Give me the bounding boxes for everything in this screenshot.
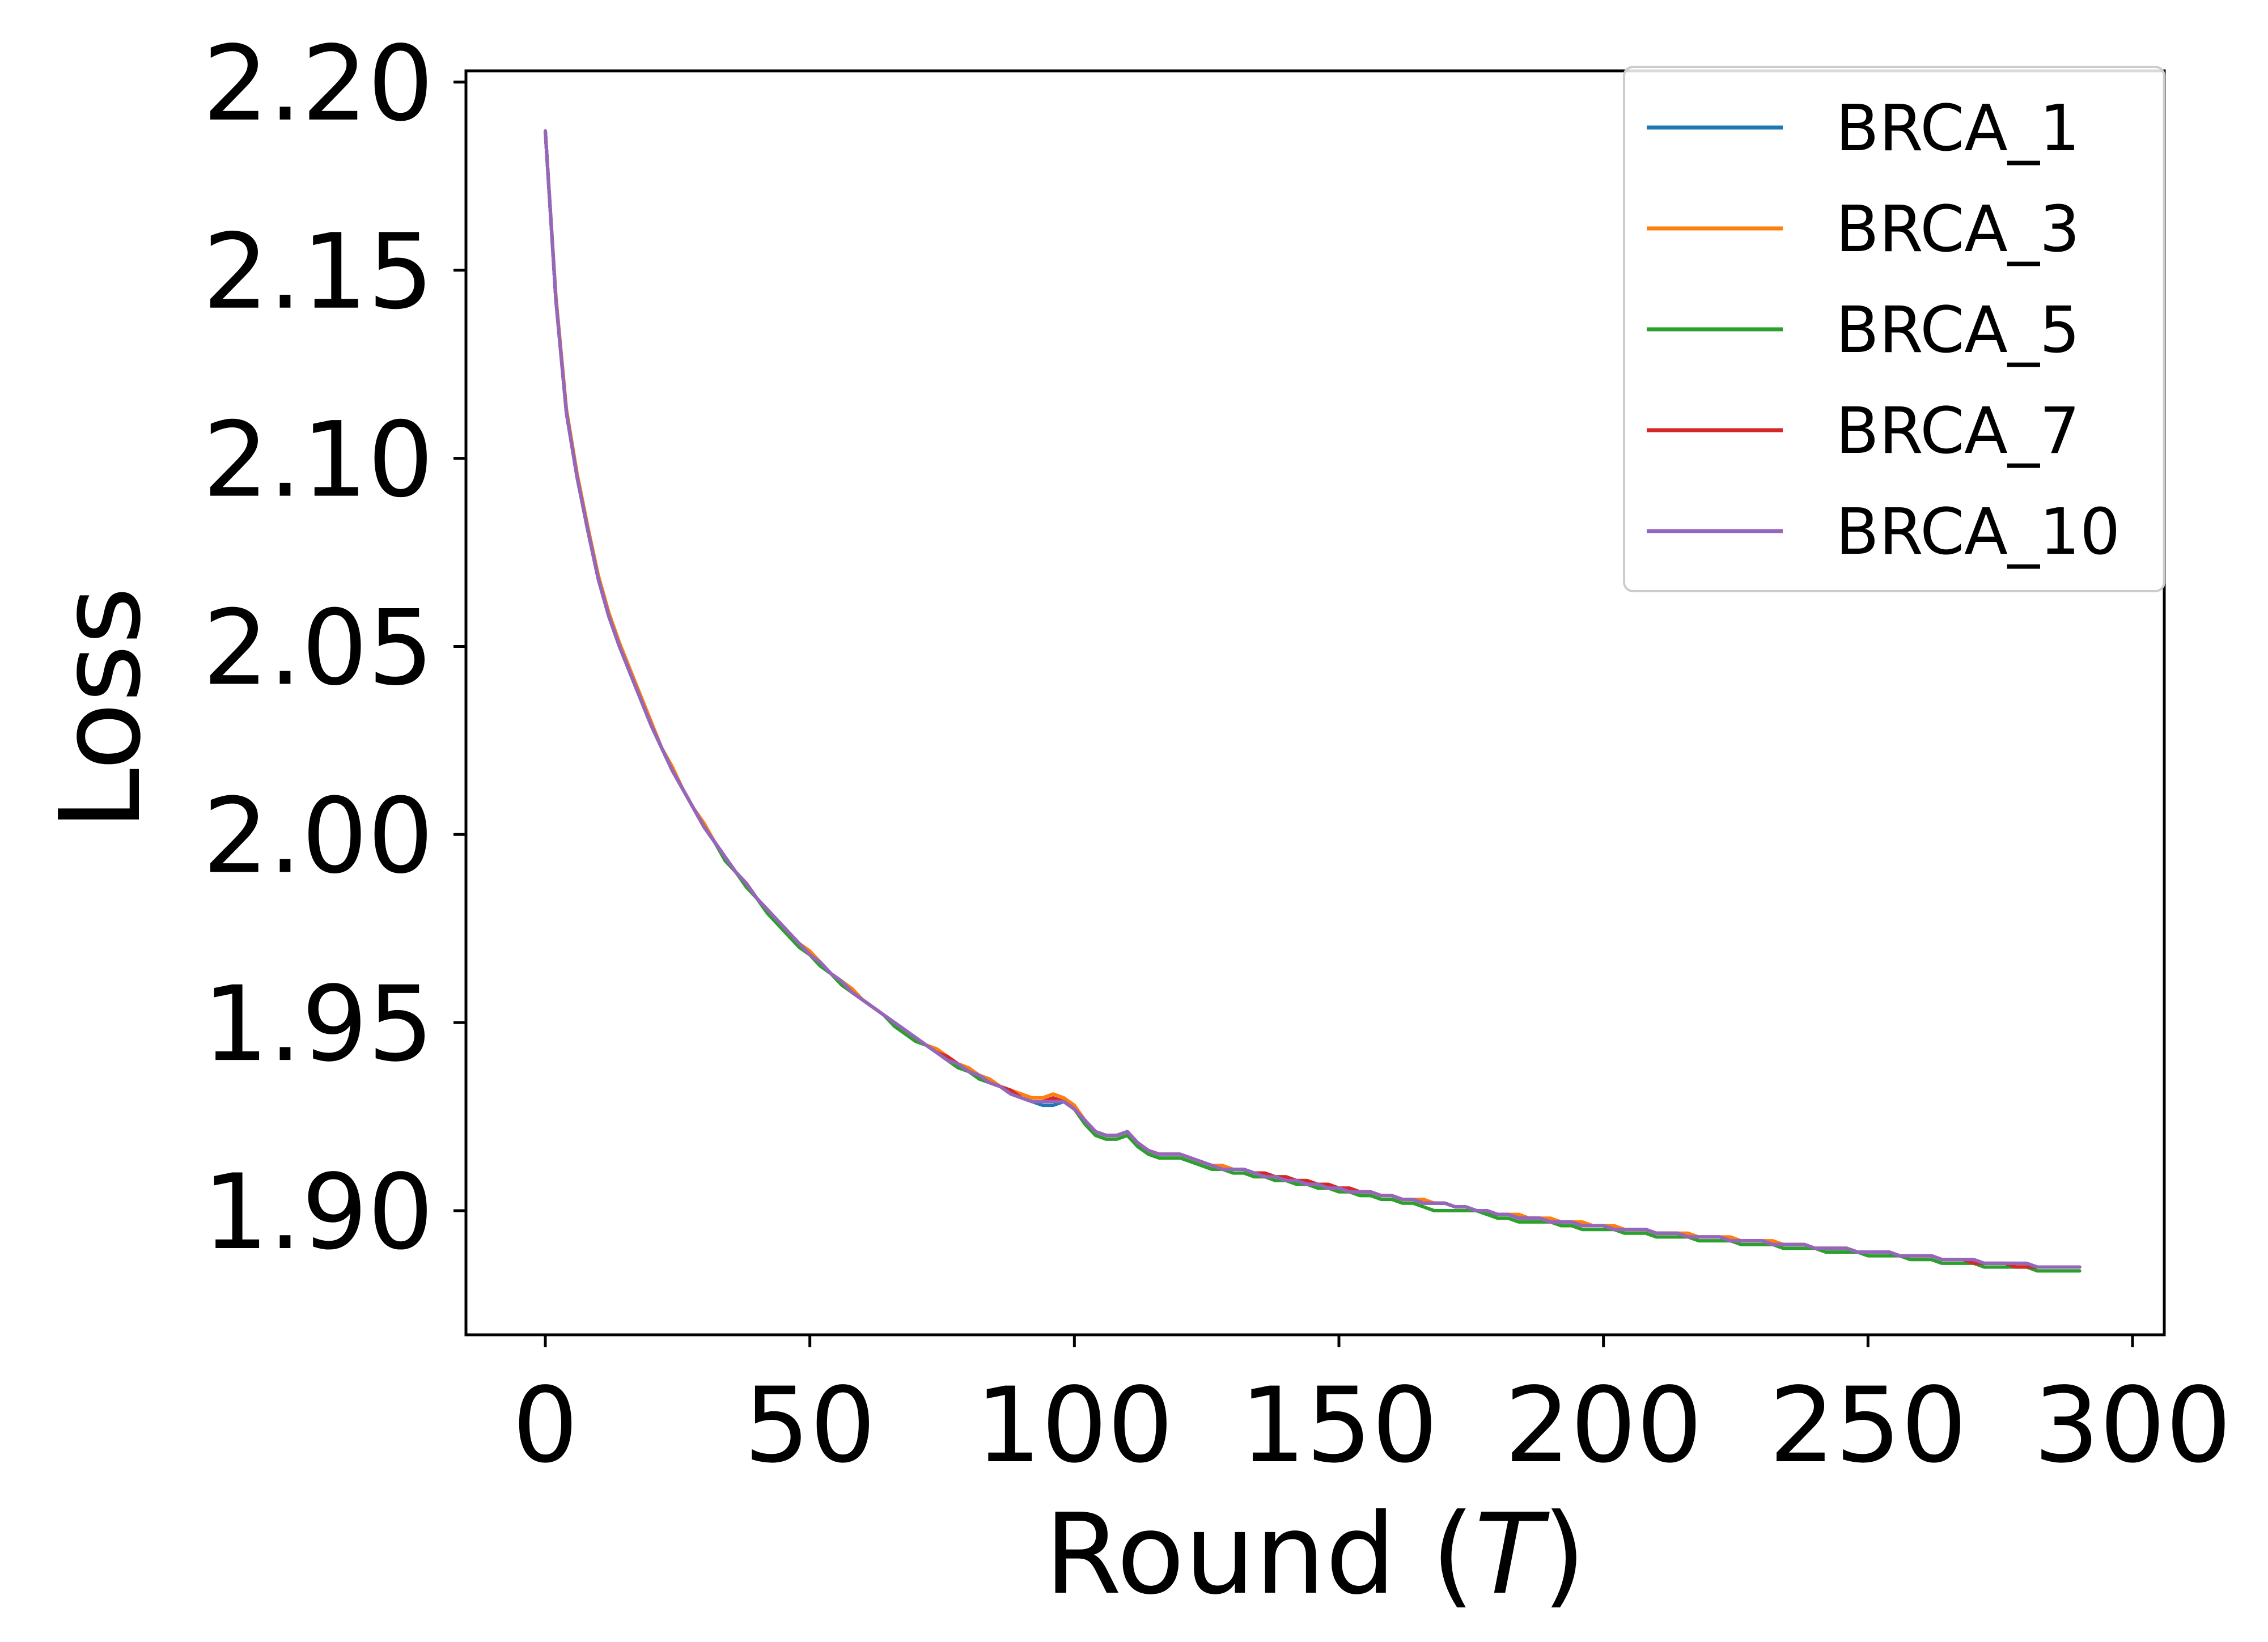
x-axis-title-suffix: ) [1542,1490,1586,1619]
x-tick-label: 200 [1504,1365,1702,1486]
legend-label: BRCA_3 [1835,193,2080,266]
legend-label: BRCA_1 [1835,92,2080,166]
series-line-brca-10 [544,129,2082,1269]
x-axis-ticks: 0 50 100 150 200 250 300 [512,1335,2232,1486]
y-axis-ticks: 1.90 1.95 2.00 2.05 2.10 2.15 2.20 [203,24,466,1273]
x-tick-label: 300 [2033,1365,2231,1486]
legend-box [1623,66,2165,592]
x-axis-title-variable: T [1474,1490,1550,1619]
y-tick-label: 2.15 [203,212,434,333]
x-tick-label: 150 [1240,1365,1438,1486]
legend-label: BRCA_5 [1835,294,2080,367]
y-tick-label: 1.95 [203,964,434,1085]
y-tick-label: 2.05 [203,588,434,708]
y-tick-label: 1.90 [203,1152,434,1273]
y-axis-title: Loss [36,587,166,830]
x-axis-title: Round (T) [1044,1490,1586,1619]
x-tick-label: 0 [512,1365,578,1486]
legend-label: BRCA_7 [1835,394,2080,468]
x-tick-label: 250 [1769,1365,1967,1486]
plot-lines [544,129,2082,1273]
y-tick-label: 2.10 [203,400,434,521]
x-tick-label: 50 [744,1365,876,1486]
series-line-brca-5 [544,129,2082,1273]
legend: BRCA_1 BRCA_3 BRCA_5 BRCA_7 BRCA_10 [1623,66,2165,592]
y-tick-label: 2.20 [203,24,434,145]
legend-label: BRCA_10 [1835,495,2120,569]
y-tick-label: 2.00 [203,776,434,897]
x-axis-title-prefix: Round ( [1044,1490,1474,1619]
x-tick-label: 100 [976,1365,1173,1486]
plot-frame [464,69,2166,1336]
